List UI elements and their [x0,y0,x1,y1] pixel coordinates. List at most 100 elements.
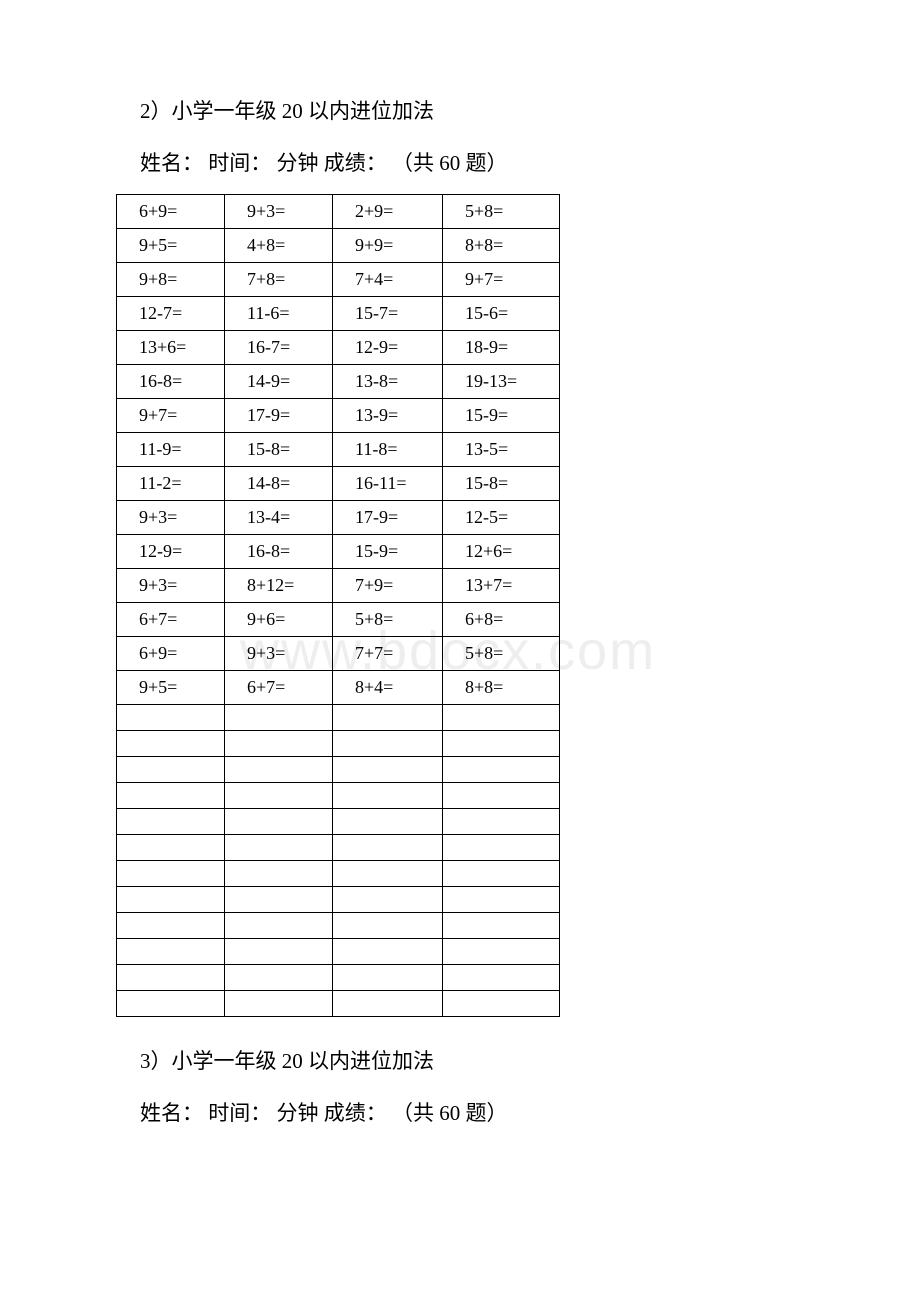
math-cell [333,913,443,939]
math-cell: 6+7= [225,671,333,705]
math-cell [117,705,225,731]
math-cell [225,705,333,731]
math-cell [333,939,443,965]
table-row [117,731,560,757]
table-row: 9+8=7+8=7+4=9+7= [117,263,560,297]
math-table-section2: 6+9=9+3=2+9=5+8=9+5=4+8=9+9=8+8=9+8=7+8=… [116,194,560,1017]
math-cell [443,861,560,887]
math-cell: 13-5= [443,433,560,467]
math-cell: 15-9= [443,399,560,433]
section3-info: 姓名： 时间： 分钟 成绩： （共 60 题） [140,1097,780,1131]
math-cell: 17-9= [225,399,333,433]
math-cell [443,757,560,783]
math-cell: 11-9= [117,433,225,467]
math-cell: 13+7= [443,569,560,603]
math-cell: 16-8= [225,535,333,569]
table-row: 6+9=9+3=2+9=5+8= [117,195,560,229]
math-cell [117,783,225,809]
math-cell: 9+3= [225,637,333,671]
math-cell: 4+8= [225,229,333,263]
table-row [117,705,560,731]
math-cell: 11-6= [225,297,333,331]
math-cell [117,835,225,861]
math-cell [225,835,333,861]
math-cell: 16-11= [333,467,443,501]
math-cell: 8+12= [225,569,333,603]
table-row [117,913,560,939]
math-cell: 6+9= [117,195,225,229]
page-content: 2）小学一年级 20 以内进位加法 姓名： 时间： 分钟 成绩： （共 60 题… [0,95,920,1130]
math-cell [333,783,443,809]
math-cell: 7+8= [225,263,333,297]
table-row: 12-9=16-8=15-9=12+6= [117,535,560,569]
table-row [117,783,560,809]
math-cell [443,965,560,991]
math-cell: 12+6= [443,535,560,569]
math-cell: 5+8= [443,637,560,671]
math-cell [443,783,560,809]
math-cell: 7+7= [333,637,443,671]
math-cell: 8+8= [443,671,560,705]
math-cell: 6+8= [443,603,560,637]
table-row [117,965,560,991]
math-cell [117,991,225,1017]
math-cell [333,861,443,887]
section2-info: 姓名： 时间： 分钟 成绩： （共 60 题） [140,147,780,181]
math-cell: 13-9= [333,399,443,433]
math-cell [225,939,333,965]
math-cell: 7+4= [333,263,443,297]
math-cell: 9+5= [117,229,225,263]
math-cell: 9+6= [225,603,333,637]
math-cell [333,835,443,861]
math-cell: 6+9= [117,637,225,671]
math-cell: 9+3= [117,501,225,535]
math-cell [333,965,443,991]
table-row: 13+6=16-7=12-9=18-9= [117,331,560,365]
table-row [117,991,560,1017]
math-cell [333,991,443,1017]
math-cell: 9+3= [225,195,333,229]
math-cell [225,913,333,939]
math-cell: 14-8= [225,467,333,501]
table-row: 9+7=17-9=13-9=15-9= [117,399,560,433]
table-row [117,861,560,887]
math-cell: 9+3= [117,569,225,603]
table-row: 9+3=13-4=17-9=12-5= [117,501,560,535]
math-cell: 16-7= [225,331,333,365]
math-cell [225,757,333,783]
math-cell [333,731,443,757]
table-row [117,887,560,913]
math-cell: 9+7= [443,263,560,297]
math-cell: 11-2= [117,467,225,501]
math-cell [443,731,560,757]
math-cell: 15-7= [333,297,443,331]
math-cell: 16-8= [117,365,225,399]
math-cell: 15-8= [225,433,333,467]
math-cell [225,965,333,991]
table-row [117,809,560,835]
math-cell [117,731,225,757]
math-cell [443,705,560,731]
math-cell [117,861,225,887]
math-cell [117,887,225,913]
table-row: 9+3=8+12=7+9=13+7= [117,569,560,603]
section3-title: 3）小学一年级 20 以内进位加法 [140,1045,780,1079]
math-cell: 9+7= [117,399,225,433]
math-cell [117,939,225,965]
math-cell [443,835,560,861]
math-cell: 12-9= [117,535,225,569]
math-cell [443,913,560,939]
math-cell [117,965,225,991]
math-cell [117,913,225,939]
table-row [117,939,560,965]
math-cell [225,861,333,887]
math-cell [225,809,333,835]
math-cell: 13-8= [333,365,443,399]
math-cell: 17-9= [333,501,443,535]
math-cell: 13+6= [117,331,225,365]
math-cell: 2+9= [333,195,443,229]
math-cell: 8+8= [443,229,560,263]
math-cell: 9+8= [117,263,225,297]
math-cell: 15-6= [443,297,560,331]
table-row: 11-9=15-8=11-8=13-5= [117,433,560,467]
